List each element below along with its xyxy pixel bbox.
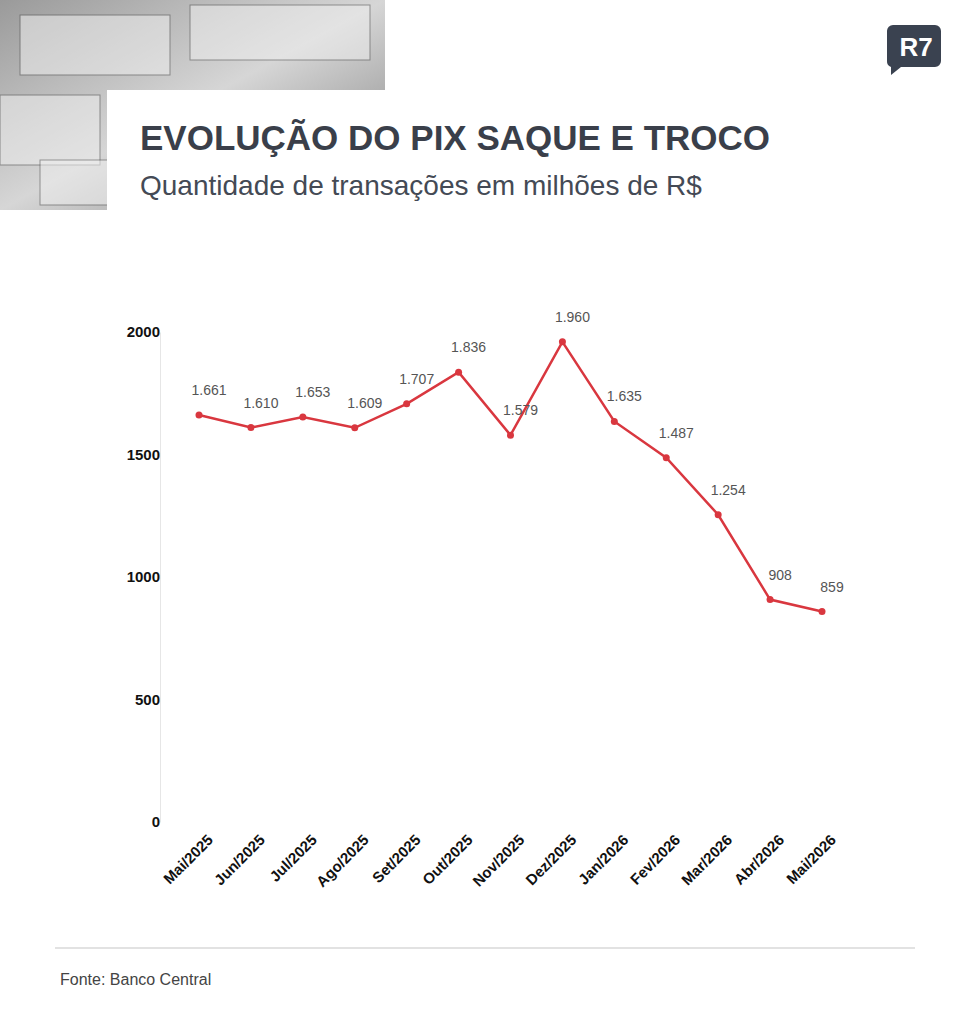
data-label: 1.579 bbox=[503, 402, 538, 418]
data-label: 1.487 bbox=[659, 425, 694, 441]
data-point bbox=[559, 338, 566, 345]
data-label: 1.661 bbox=[191, 382, 226, 398]
x-tick-label: Ago/2025 bbox=[313, 831, 372, 890]
x-tick-label: Out/2025 bbox=[419, 831, 476, 888]
header-panel bbox=[107, 90, 968, 220]
x-tick-label: Mai/2026 bbox=[783, 831, 839, 887]
x-tick-label: Jan/2026 bbox=[575, 831, 632, 888]
data-point bbox=[351, 424, 358, 431]
x-tick-label: Mai/2025 bbox=[160, 831, 216, 887]
data-point bbox=[455, 369, 462, 376]
data-point bbox=[507, 432, 514, 439]
data-label: 1.836 bbox=[451, 339, 486, 355]
footer-divider bbox=[55, 947, 915, 949]
y-tick-label: 500 bbox=[135, 691, 160, 708]
x-tick-label: Fev/2026 bbox=[627, 831, 684, 888]
x-tick: Ago/2025 bbox=[313, 831, 372, 890]
logo-badge bbox=[887, 25, 941, 75]
x-tick: Jun/2025 bbox=[211, 831, 268, 888]
data-point bbox=[247, 424, 254, 431]
data-label: 1.254 bbox=[711, 482, 746, 498]
data-label: 1.707 bbox=[399, 371, 434, 387]
x-tick: Dez/2025 bbox=[522, 831, 579, 888]
data-label: 859 bbox=[820, 579, 844, 595]
x-axis: Mai/2025Jun/2025Jul/2025Ago/2025Set/2025… bbox=[160, 831, 839, 890]
x-tick-label: Abr/2026 bbox=[730, 831, 787, 888]
header-photo-note bbox=[190, 5, 370, 60]
y-tick: 0 bbox=[152, 813, 160, 830]
y-tick: 2000 bbox=[127, 323, 160, 340]
data-point bbox=[299, 414, 306, 421]
data-point bbox=[767, 596, 774, 603]
x-tick-label: Jun/2025 bbox=[211, 831, 268, 888]
data-label: 1.653 bbox=[295, 384, 330, 400]
x-tick-label: Nov/2025 bbox=[469, 831, 528, 890]
y-tick: 1000 bbox=[127, 568, 160, 585]
y-tick-label: 0 bbox=[152, 813, 160, 830]
y-axis: 0 500 1000 1500 2000 bbox=[127, 323, 161, 830]
x-tick: Set/2025 bbox=[369, 831, 424, 886]
x-tick: Mai/2025 bbox=[160, 831, 216, 887]
x-tick: Mar/2026 bbox=[678, 831, 735, 888]
data-line bbox=[199, 342, 822, 612]
plot-area bbox=[196, 338, 826, 615]
data-labels: 1.661 1.610 1.653 1.609 1.707 1.836 1.579 1.960… bbox=[191, 309, 843, 595]
data-point bbox=[196, 412, 203, 419]
data-point bbox=[611, 418, 618, 425]
x-tick: Out/2025 bbox=[419, 831, 476, 888]
header-photo-note bbox=[0, 95, 100, 165]
header-photo-note bbox=[20, 15, 170, 75]
y-tick-label: 2000 bbox=[127, 323, 160, 340]
data-label: 1.609 bbox=[347, 395, 382, 411]
data-point bbox=[715, 511, 722, 518]
y-tick-label: 1000 bbox=[127, 568, 160, 585]
logo-text: R7 bbox=[899, 32, 932, 62]
x-tick: Abr/2026 bbox=[730, 831, 787, 888]
data-label: 1.610 bbox=[243, 395, 278, 411]
x-tick-label: Set/2025 bbox=[369, 831, 424, 886]
x-tick-label: Mar/2026 bbox=[678, 831, 735, 888]
y-tick: 1500 bbox=[127, 446, 160, 463]
logo: R7 bbox=[887, 25, 941, 75]
y-tick: 500 bbox=[135, 691, 160, 708]
data-point bbox=[403, 400, 410, 407]
x-tick: Mai/2026 bbox=[783, 831, 839, 887]
data-label: 908 bbox=[768, 567, 792, 583]
title: EVOLUÇÃO DO PIX SAQUE E TROCO bbox=[140, 118, 770, 157]
x-tick: Jul/2025 bbox=[266, 831, 320, 885]
source: Fonte: Banco Central bbox=[60, 971, 211, 988]
data-label: 1.960 bbox=[555, 309, 590, 325]
x-tick: Jan/2026 bbox=[575, 831, 632, 888]
x-tick: Fev/2026 bbox=[627, 831, 684, 888]
x-axis-line bbox=[200, 832, 823, 833]
data-point bbox=[819, 608, 826, 615]
x-tick: Nov/2025 bbox=[469, 831, 528, 890]
data-point bbox=[663, 454, 670, 461]
x-tick-label: Dez/2025 bbox=[522, 831, 579, 888]
data-label: 1.635 bbox=[607, 388, 642, 404]
y-axis-line bbox=[160, 333, 161, 823]
y-tick-label: 1500 bbox=[127, 446, 160, 463]
chart-root: R7 EVOLUÇÃO DO PIX SAQUE E TROCO Quantidad… bbox=[0, 0, 968, 1024]
x-tick-label: Jul/2025 bbox=[266, 831, 320, 885]
subtitle: Quantidade de transações em milhões de R… bbox=[140, 170, 702, 201]
